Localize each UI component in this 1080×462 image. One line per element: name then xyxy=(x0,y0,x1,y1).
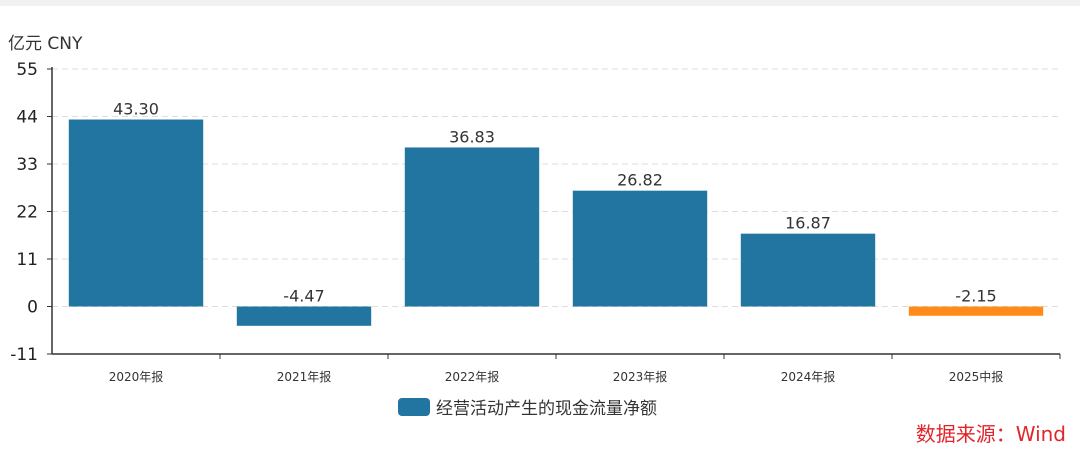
x-tick-label: 2024年报 xyxy=(781,369,836,384)
y-tick-label: 44 xyxy=(16,108,38,128)
y-tick-label: 11 xyxy=(16,250,38,270)
x-tick-label: 2022年报 xyxy=(445,369,500,384)
data-label: 16.87 xyxy=(785,214,831,233)
y-tick-label: 22 xyxy=(16,203,38,223)
x-tick-label: 2023年报 xyxy=(613,369,668,384)
y-tick-label: -11 xyxy=(10,345,38,365)
x-tick-label: 2025中报 xyxy=(949,369,1004,384)
gridlines xyxy=(52,68,1060,307)
labels: 55 44 33 22 11 0 -11 2020年报 43.30 2021年报 -4.47 2022… xyxy=(10,60,1003,384)
legend-label: 经营活动产生的现金流量净额 xyxy=(436,399,657,419)
data-source-note: 数据来源：Wind xyxy=(915,422,1066,446)
bar[interactable] xyxy=(740,233,876,307)
x-tick-label: 2021年报 xyxy=(277,369,332,384)
data-label: 43.30 xyxy=(113,100,159,119)
bars xyxy=(68,119,1044,326)
y-axis-unit-label: 亿元 CNY xyxy=(8,34,83,54)
bar[interactable] xyxy=(236,306,372,326)
bar[interactable] xyxy=(572,190,708,307)
legend-swatch xyxy=(398,397,430,416)
y-tick-label: 0 xyxy=(27,298,38,318)
y-tick-label: 55 xyxy=(16,60,38,80)
x-tick-label: 2020年报 xyxy=(109,369,164,384)
data-label: -4.47 xyxy=(283,287,324,306)
y-tick-label: 33 xyxy=(16,155,38,175)
data-label: -2.15 xyxy=(955,287,996,306)
bar[interactable] xyxy=(68,119,204,307)
legend[interactable]: 经营活动产生的现金流量净额 xyxy=(398,394,657,419)
bar[interactable] xyxy=(908,306,1044,316)
data-label: 26.82 xyxy=(617,171,663,190)
data-label: 36.83 xyxy=(449,127,495,146)
axes xyxy=(47,67,1061,359)
bar[interactable] xyxy=(404,147,540,307)
top-strip xyxy=(0,0,1080,6)
